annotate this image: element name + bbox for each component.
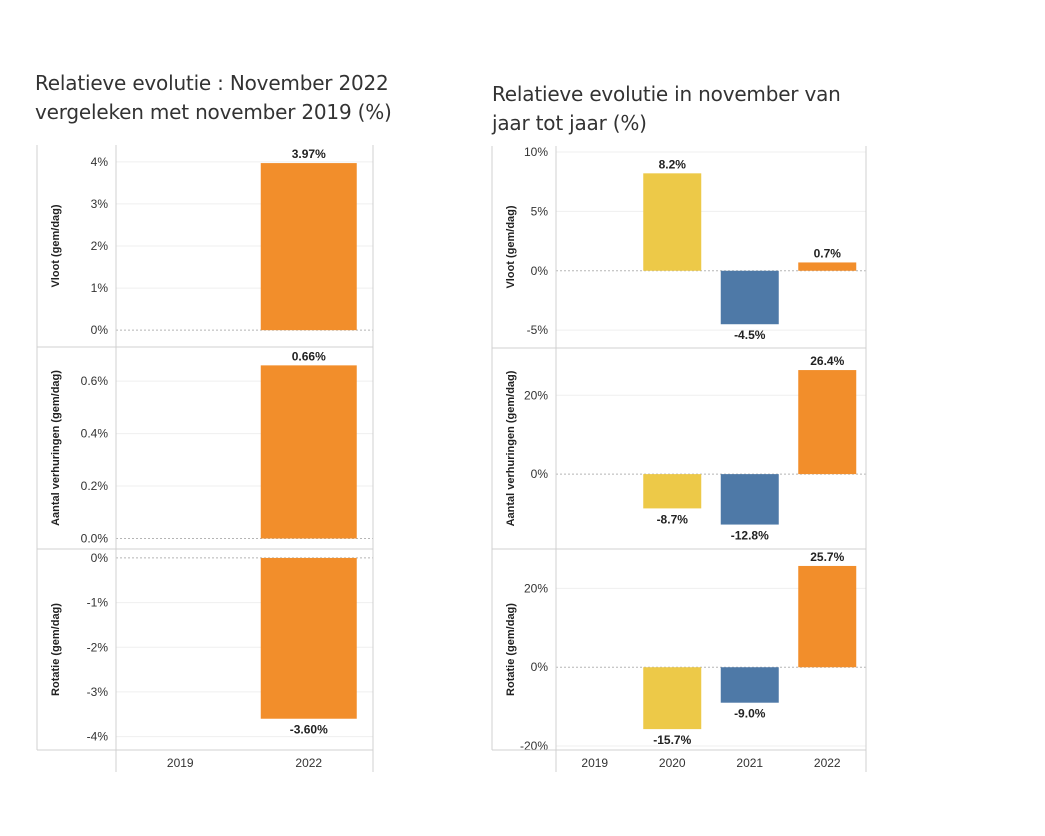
bar-2022 [798,565,857,668]
bar-2021 [720,270,779,325]
y-tick-label: 10% [524,145,548,159]
right-title-line-2: jaar tot jaar (%) [492,111,647,135]
data-label: -15.7% [653,733,691,747]
bar-2022 [260,557,357,719]
y-tick-label: -2% [87,640,109,654]
y-tick-label: -5% [527,323,549,337]
right-panel-3: 20% 0% -20% -15.7% -9.0% 25.7% Rotatie (gem/da… [492,548,866,753]
left-panel-3: 0% -1% -2% -3% -4% -3.60% Rotatie (gem/dag) [37,548,373,744]
y-axis-label: Vloot (gem/dag) [50,204,62,287]
y-tick-label: 0.0% [81,532,109,546]
data-label: -4.5% [734,328,766,342]
y-tick-label: -3% [87,685,109,699]
right-chart-title: Relatieve evolutie in november van jaar … [492,80,912,138]
left-title-line-1: Relatieve evolutie : November 2022 [35,71,389,95]
bar-2021 [720,474,779,525]
y-tick-label: 0.2% [81,479,109,493]
x-tick-label: 2021 [736,756,763,770]
data-label: -3.60% [290,723,328,737]
y-tick-label: -4% [87,730,109,744]
right-chart: 10% 5% 0% -5% 8.2% -4.5% 0.7% Vloot (gem/dag) 20… [491,145,867,772]
left-panel-1: 0% 1% 2% 3% 4% 3.97% Vloot (gem/dag) [50,147,373,337]
y-tick-label: 0% [91,551,109,565]
left-chart: 0%1%2%3%4%3.97%Vloot (gem/dag)0.0%0.2%0.… [36,145,374,772]
bar-2020 [643,173,702,271]
y-tick-label: 0% [531,467,549,481]
data-label: 26.4% [810,354,844,368]
y-axis-label: Aantal verhuringen (gem/dag) [505,370,517,526]
y-axis-label: Rotatie (gem/dag) [505,603,517,696]
y-tick-label: 4% [91,155,109,169]
data-label: 0.7% [814,246,842,260]
data-label: 25.7% [810,550,844,564]
data-label: -8.7% [657,512,689,526]
x-tick-label: 2019 [581,756,608,770]
data-label: 0.66% [292,349,326,363]
y-tick-label: 2% [91,239,109,253]
y-tick-label: -20% [520,739,548,753]
left-title-line-2: vergeleken met november 2019 (%) [35,100,392,124]
right-title-line-1: Relatieve evolutie in november van [492,82,841,106]
data-label: 3.97% [292,147,326,161]
x-tick-label: 2022 [814,756,841,770]
bar-2022 [798,370,857,475]
y-tick-label: 20% [524,388,548,402]
y-axis-label: Rotatie (gem/dag) [50,603,62,696]
y-axis-label: Aantal verhuringen (gem/dag) [50,370,62,526]
left-chart-title: Relatieve evolutie : November 2022 verge… [35,69,455,127]
data-label: 8.2% [659,157,687,171]
data-label: -12.8% [731,529,769,543]
y-tick-label: 0% [91,323,109,337]
x-tick-label: 2019 [167,756,194,770]
y-tick-label: 3% [91,197,109,211]
bar-2021 [720,667,779,703]
bar-2020 [643,667,702,730]
y-tick-label: 0% [531,660,549,674]
y-tick-label: 20% [524,581,548,595]
right-panel-1: 10% 5% 0% -5% 8.2% -4.5% 0.7% Vloot (gem/dag) [505,145,866,342]
y-tick-label: -1% [87,596,109,610]
y-tick-label: 1% [91,281,109,295]
y-tick-label: 0% [531,264,549,278]
right-panel-2: 20% 0% -8.7% -12.8% 26.4% Aantal verhuringen … [492,347,866,543]
y-tick-label: 5% [531,204,549,218]
data-label: -9.0% [734,707,766,721]
left-panel-2: 0.0% 0.2% 0.4% 0.6% 0.66% Aantal verhuringen … [37,346,373,546]
bar-2022 [260,163,357,331]
bar-2020 [643,474,702,509]
bar-2022 [798,262,857,271]
bar-2022 [260,365,357,539]
x-tick-label: 2020 [659,756,686,770]
y-tick-label: 0.6% [81,374,109,388]
y-tick-label: 0.4% [81,427,109,441]
y-axis-label: Vloot (gem/dag) [505,205,517,288]
x-tick-label: 2022 [295,756,322,770]
